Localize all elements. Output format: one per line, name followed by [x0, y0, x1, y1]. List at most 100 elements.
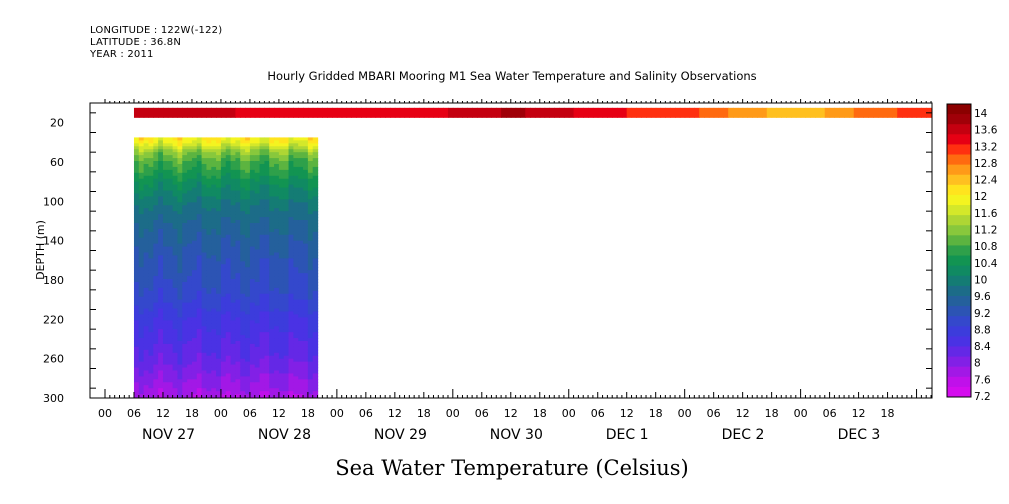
profile-cell	[172, 293, 179, 298]
profile-cell	[283, 388, 290, 392]
profile-cell	[172, 155, 179, 159]
profile-cell	[162, 329, 169, 333]
surface-cell	[380, 107, 386, 118]
profile-cell	[138, 302, 145, 307]
profile-cell	[158, 264, 164, 268]
profile-cell	[143, 161, 150, 165]
profile-cell	[307, 161, 314, 165]
profile-cell	[153, 308, 159, 313]
profile-cell	[191, 252, 198, 257]
profile-cell	[206, 261, 212, 265]
profile-cell	[148, 158, 154, 162]
profile-cell	[133, 181, 140, 186]
profile-cell	[245, 329, 251, 333]
profile-cell	[220, 364, 227, 369]
profile-cell	[240, 376, 246, 380]
profile-cell	[172, 152, 179, 156]
profile-cell	[172, 205, 179, 209]
profile-cell	[177, 184, 183, 189]
profile-cell	[172, 358, 179, 363]
profile-cell	[187, 155, 193, 159]
profile-cell	[148, 296, 154, 301]
profile-cell	[303, 290, 309, 295]
profile-cell	[220, 225, 227, 230]
profile-cell	[177, 231, 183, 236]
profile-cell	[216, 326, 222, 330]
profile-cell	[293, 364, 299, 369]
profile-cell	[162, 332, 169, 336]
profile-cell	[133, 140, 140, 144]
profile-cell	[167, 326, 174, 330]
profile-cell	[138, 355, 145, 360]
x-hour-label: 12	[272, 407, 286, 420]
profile-cell	[307, 394, 314, 398]
profile-cell	[278, 249, 285, 254]
profile-cell	[191, 293, 198, 298]
profile-cell	[245, 155, 251, 159]
profile-cell	[307, 317, 314, 321]
surface-cell	[790, 107, 797, 118]
profile-cell	[230, 385, 237, 389]
profile-cell	[158, 161, 164, 165]
profile-cell	[230, 270, 237, 274]
profile-cell	[216, 385, 222, 389]
profile-cell	[303, 181, 309, 186]
profile-cell	[167, 320, 174, 324]
profile-cell	[187, 376, 193, 380]
profile-cell	[158, 137, 164, 141]
profile-cell	[148, 287, 154, 292]
profile-cell	[187, 231, 193, 236]
x-hour-label: 18	[765, 407, 779, 420]
profile-cell	[196, 299, 203, 304]
colorbar-swatch	[947, 154, 971, 166]
profile-cell	[162, 370, 169, 375]
profile-cell	[143, 199, 150, 203]
profile-cell	[249, 196, 256, 200]
profile-cell	[274, 340, 280, 345]
profile-cell	[274, 237, 280, 242]
profile-cell	[138, 349, 145, 354]
profile-cell	[274, 193, 280, 198]
surface-cell	[409, 107, 415, 118]
profile-cell	[269, 335, 275, 339]
profile-cell	[264, 261, 270, 265]
profile-cell	[245, 305, 251, 310]
profile-cell	[240, 329, 246, 333]
profile-cell	[187, 184, 193, 189]
profile-cell	[172, 317, 179, 321]
profile-cell	[230, 267, 237, 271]
profile-cell	[298, 340, 304, 345]
profile-cell	[191, 149, 198, 153]
profile-cell	[220, 370, 227, 375]
profile-cell	[283, 234, 290, 239]
profile-cell	[264, 311, 270, 316]
profile-cell	[312, 355, 319, 360]
profile-cell	[167, 296, 174, 301]
profile-cell	[162, 376, 169, 380]
profile-cell	[211, 246, 217, 251]
profile-cell	[293, 258, 299, 262]
profile-cell	[138, 261, 145, 265]
profile-cell	[240, 181, 246, 186]
profile-cell	[288, 143, 294, 147]
profile-cell	[148, 290, 154, 295]
profile-cell	[138, 320, 145, 324]
profile-cell	[298, 270, 304, 274]
profile-cell	[249, 314, 256, 318]
profile-cell	[274, 252, 280, 257]
profile-cell	[172, 202, 179, 206]
profile-cell	[230, 370, 237, 375]
profile-cell	[211, 296, 217, 301]
profile-cell	[269, 258, 275, 262]
profile-cell	[162, 166, 169, 171]
profile-cell	[167, 385, 174, 389]
profile-cell	[216, 391, 222, 395]
profile-cell	[206, 202, 212, 206]
profile-cell	[206, 143, 212, 147]
profile-cell	[259, 314, 266, 318]
profile-cell	[138, 140, 145, 144]
profile-cell	[278, 228, 285, 233]
profile-cell	[153, 231, 159, 236]
profile-cell	[177, 323, 183, 327]
profile-cell	[254, 308, 261, 313]
